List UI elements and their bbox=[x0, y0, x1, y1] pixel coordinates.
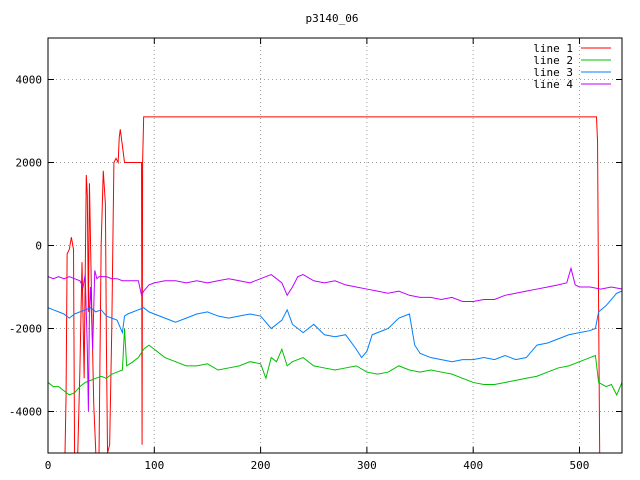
series-layer bbox=[48, 116, 622, 453]
x-tick-label: 200 bbox=[251, 459, 271, 472]
series-line-3 bbox=[48, 290, 622, 363]
series-line-2 bbox=[48, 328, 622, 397]
chart-title: p3140_06 bbox=[306, 12, 359, 25]
y-tick-label: -4000 bbox=[9, 406, 42, 419]
x-tick-label: 400 bbox=[463, 459, 483, 472]
grid bbox=[47, 38, 622, 453]
series-line-4 bbox=[48, 266, 622, 412]
series-line-1 bbox=[48, 116, 622, 453]
legend-label-1: line 1 bbox=[533, 42, 573, 55]
x-tick-label: 100 bbox=[144, 459, 164, 472]
y-tick-label: 4000 bbox=[16, 74, 43, 87]
y-tick-label: -2000 bbox=[9, 323, 42, 336]
y-tick-label: 2000 bbox=[16, 157, 43, 170]
y-tick-label: 0 bbox=[35, 240, 42, 253]
plot-frame bbox=[47, 37, 623, 454]
legend-label-4: line 4 bbox=[533, 78, 573, 91]
legend-label-3: line 3 bbox=[533, 66, 573, 79]
legend-label-2: line 2 bbox=[533, 54, 573, 67]
x-tick-label: 300 bbox=[357, 459, 377, 472]
axis-ticks: -4000 -2000 0 2000 4000 0 100 200 300 400 500 bbox=[9, 38, 622, 472]
x-tick-label: 0 bbox=[45, 459, 52, 472]
x-tick-label: 500 bbox=[570, 459, 590, 472]
